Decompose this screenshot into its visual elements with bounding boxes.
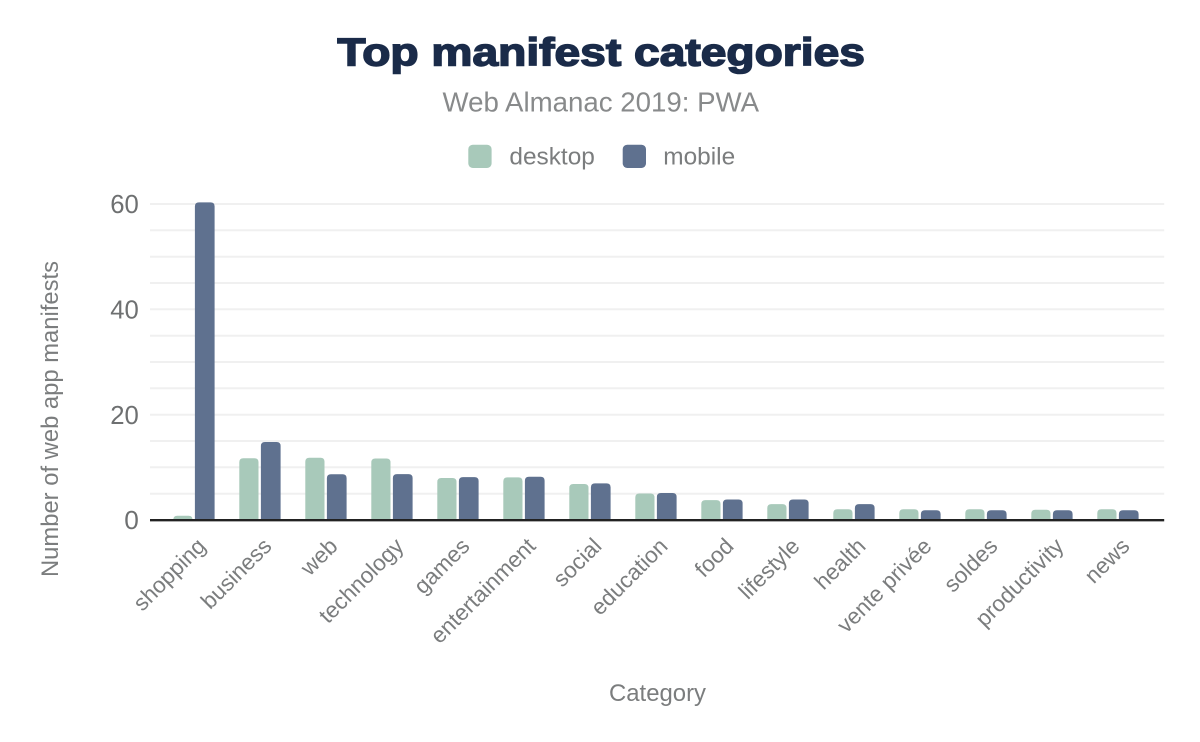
svg-text:mobile: mobile [663, 144, 735, 171]
svg-text:40: 40 [110, 295, 139, 325]
svg-text:Category: Category [609, 680, 706, 707]
svg-text:0: 0 [124, 505, 139, 535]
svg-text:60: 60 [110, 189, 139, 219]
svg-text:Number of web app manifests: Number of web app manifests [37, 261, 64, 577]
svg-text:20: 20 [110, 400, 139, 430]
svg-text:Web Almanac 2019: PWA: Web Almanac 2019: PWA [443, 87, 760, 118]
svg-text:desktop: desktop [509, 144, 594, 171]
svg-text:Top manifest categories: Top manifest categories [337, 31, 865, 74]
